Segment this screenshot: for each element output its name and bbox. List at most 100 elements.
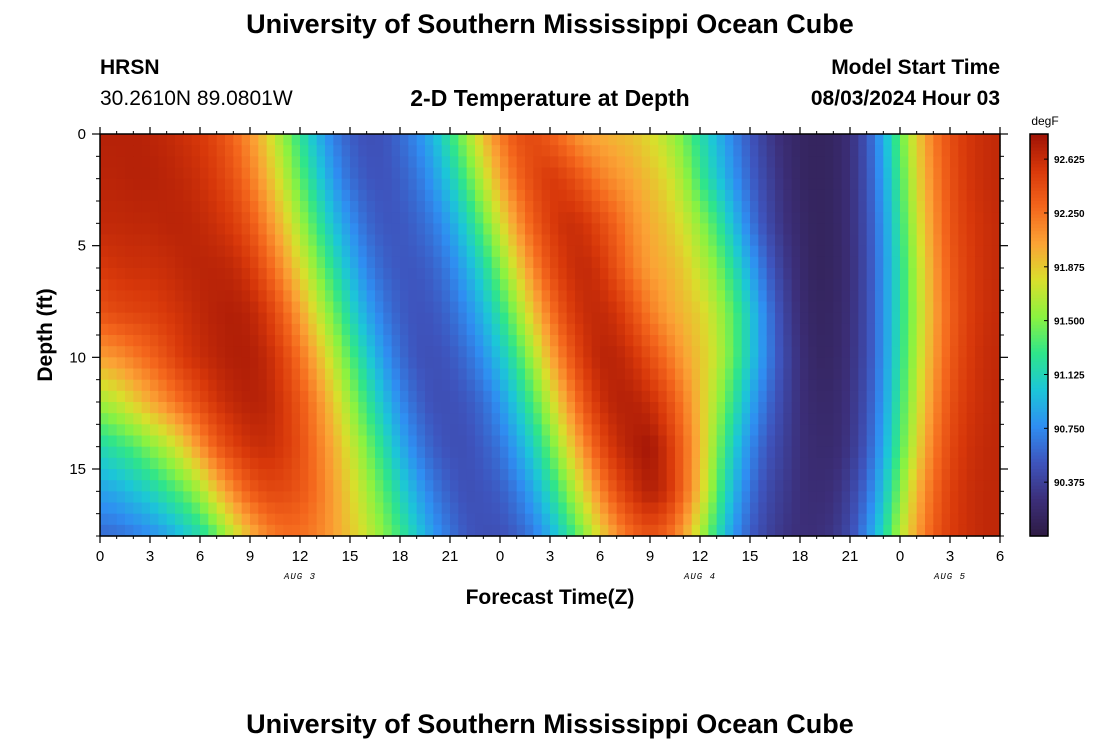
heatmap-cell — [308, 480, 318, 492]
heatmap-cell — [391, 256, 401, 269]
heatmap-cell — [633, 156, 643, 169]
heatmap-cell — [750, 480, 759, 492]
heatmap-cell — [283, 346, 293, 358]
heatmap-cell — [375, 480, 384, 492]
heatmap-cell — [350, 457, 359, 470]
heatmap-cell — [250, 301, 259, 314]
heatmap-cell — [150, 491, 159, 504]
heatmap-cell — [958, 201, 968, 213]
heatmap-cell — [275, 457, 284, 470]
heatmap-cell — [758, 212, 768, 224]
heatmap-cell — [791, 234, 801, 247]
heatmap-cell — [916, 323, 926, 336]
heatmap-cell — [650, 379, 659, 392]
heatmap-cell — [191, 290, 201, 303]
heatmap-cell — [333, 167, 343, 180]
heatmap-cell — [616, 480, 626, 492]
heatmap-cell — [491, 435, 501, 448]
heatmap-cell — [375, 301, 384, 314]
heatmap-cell — [125, 223, 134, 236]
heatmap-cell — [216, 189, 226, 202]
heatmap-cell — [491, 524, 501, 537]
heatmap-cell — [575, 424, 584, 437]
x-tick-label: 0 — [896, 548, 904, 565]
heatmap-cell — [841, 480, 851, 492]
heatmap-cell — [283, 524, 293, 537]
heatmap-cell — [766, 413, 776, 425]
heatmap-cell — [625, 457, 634, 470]
heatmap-cell — [183, 357, 193, 370]
heatmap-cell — [208, 413, 218, 425]
heatmap-cell — [491, 201, 501, 213]
heatmap-cell — [833, 201, 843, 213]
heatmap-cell — [666, 145, 676, 157]
heatmap-cell — [633, 323, 643, 336]
heatmap-cell — [250, 379, 259, 392]
heatmap-cell — [316, 212, 326, 224]
heatmap-cell — [741, 413, 751, 425]
heatmap-cell — [866, 201, 876, 213]
heatmap-cell — [358, 178, 368, 191]
heatmap-cell — [691, 346, 701, 358]
heatmap-cell — [966, 212, 976, 224]
heatmap-cell — [700, 167, 709, 180]
heatmap-cell — [383, 424, 393, 437]
heatmap-cell — [175, 256, 184, 269]
heatmap-cell — [700, 212, 709, 224]
heatmap-cell — [725, 145, 734, 157]
heatmap-cell — [458, 268, 468, 280]
heatmap-cell — [858, 245, 868, 258]
heatmap-cell — [333, 245, 343, 258]
heatmap-cell — [216, 357, 226, 370]
heatmap-cell — [575, 156, 584, 169]
colorbar-swatch — [1030, 438, 1048, 443]
heatmap-cell — [958, 390, 968, 403]
heatmap-cell — [425, 134, 434, 146]
heatmap-cell — [558, 279, 568, 291]
heatmap-cell — [608, 424, 618, 437]
heatmap-cell — [400, 424, 409, 437]
heatmap-cell — [166, 368, 176, 381]
heatmap-cell — [300, 346, 309, 358]
heatmap-cell — [358, 390, 368, 403]
heatmap-cell — [741, 156, 751, 169]
heatmap-cell — [625, 357, 634, 370]
heatmap-cell — [508, 457, 518, 470]
heatmap-cell — [950, 524, 959, 537]
heatmap-cell — [375, 524, 384, 537]
heatmap-cell — [275, 167, 284, 180]
colorbar-swatch — [1030, 422, 1048, 427]
heatmap-cell — [691, 446, 701, 459]
heatmap-cell — [500, 346, 509, 358]
heatmap-cell — [275, 357, 284, 370]
heatmap-cell — [175, 524, 184, 537]
heatmap-cell — [975, 312, 984, 325]
heatmap-cell — [983, 413, 993, 425]
colorbar-swatch — [1030, 469, 1048, 473]
heatmap-cell — [441, 268, 451, 280]
heatmap-cell — [175, 469, 184, 481]
heatmap-cell — [191, 268, 201, 280]
heatmap-cell — [550, 390, 559, 403]
heatmap-cell — [775, 268, 784, 280]
heatmap-cell — [108, 469, 118, 481]
heatmap-cell — [550, 402, 559, 414]
heatmap-cell — [366, 279, 376, 291]
heatmap-cell — [350, 156, 359, 169]
heatmap-cell — [875, 178, 884, 191]
heatmap-cell — [366, 513, 376, 526]
heatmap-cell — [416, 390, 426, 403]
heatmap-cell — [150, 435, 159, 448]
heatmap-cell — [750, 524, 759, 537]
heatmap-cell — [216, 290, 226, 303]
heatmap-cell — [900, 335, 909, 347]
heatmap-cell — [891, 245, 901, 258]
heatmap-cell — [541, 502, 551, 515]
heatmap-cell — [183, 457, 193, 470]
heatmap-cell — [475, 189, 484, 202]
heatmap-cell — [308, 167, 318, 180]
heatmap-cell — [483, 156, 493, 169]
heatmap-cell — [808, 446, 818, 459]
heatmap-cell — [300, 457, 309, 470]
heatmap-cell — [933, 212, 943, 224]
